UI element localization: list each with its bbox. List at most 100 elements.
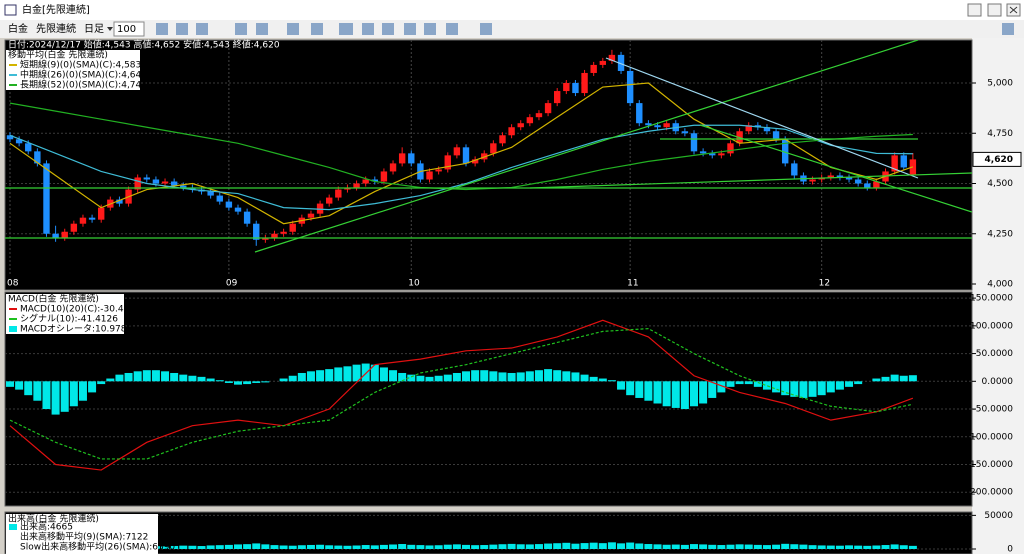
legend-title: MACD(白金 先限連続)	[8, 293, 99, 305]
volume-bar	[297, 545, 306, 549]
histogram-bar	[398, 372, 407, 382]
histogram-bar	[343, 366, 352, 382]
y-tick-label: -150.0000	[967, 460, 1013, 470]
histogram-bar	[635, 381, 644, 398]
y-tick-label: -200.0000	[967, 488, 1013, 498]
histogram-bar	[544, 369, 553, 382]
title-bar	[0, 0, 1024, 20]
candle-body	[6, 135, 14, 140]
histogram-bar	[133, 371, 142, 382]
contract-select[interactable]: 先限連続	[36, 22, 76, 35]
histogram-bar	[124, 372, 133, 382]
volume-bar	[699, 544, 708, 549]
volume-bar	[534, 544, 543, 549]
candle-body	[435, 169, 442, 172]
histogram-bar	[626, 381, 635, 396]
volume-bar	[279, 545, 288, 549]
volume-bar	[507, 543, 516, 549]
histogram-bar	[598, 378, 607, 382]
volume-bar	[562, 542, 571, 549]
candle-body	[499, 135, 506, 144]
histogram-bar	[708, 381, 717, 398]
volume-bar	[379, 544, 388, 549]
candle-body	[462, 147, 470, 164]
series-line	[9, 327, 914, 460]
volume-bar	[817, 545, 826, 549]
series-line	[9, 319, 914, 471]
histogram-bar	[662, 381, 671, 407]
histogram-bar	[106, 378, 115, 382]
candle-body	[791, 163, 798, 176]
histogram-bar	[699, 381, 708, 404]
minimize-button[interactable]	[967, 3, 982, 17]
app-icon	[4, 4, 17, 16]
volume-bar	[234, 544, 242, 549]
volume-bar	[179, 545, 188, 549]
volume-bar	[808, 545, 817, 549]
series-line	[9, 102, 913, 191]
volume-bar	[544, 543, 553, 549]
volume-bar	[443, 544, 452, 549]
candle-body	[471, 159, 479, 164]
histogram-bar	[735, 381, 744, 385]
trend-line	[254, 40, 919, 253]
histogram-bar	[389, 370, 398, 382]
histogram-bar	[462, 371, 470, 382]
histogram-bar	[179, 374, 188, 382]
candle-body	[554, 91, 561, 104]
volume-bar	[908, 545, 917, 549]
histogram-bar	[607, 380, 616, 382]
histogram-bar	[854, 381, 863, 385]
x-tick-label: 09	[226, 279, 238, 289]
candle-body	[490, 143, 497, 154]
histogram-bar	[845, 381, 854, 387]
histogram-bar	[170, 372, 179, 382]
x-tick-label: 10	[408, 279, 420, 289]
volume-bar	[790, 544, 799, 549]
candle-body	[535, 113, 543, 118]
histogram-bar	[78, 381, 87, 401]
histogram-bar	[644, 381, 653, 401]
candle-body	[572, 83, 579, 94]
volume-bar	[781, 543, 790, 549]
histogram-bar	[215, 380, 224, 382]
y-tick-label: 5,000	[987, 79, 1013, 89]
price-plot	[5, 40, 972, 276]
ma-legend	[6, 50, 140, 90]
legend-note: 出来高移動平均(9)(SMA):7122	[20, 531, 148, 543]
volume-bar	[735, 544, 744, 549]
count-input[interactable]	[113, 21, 145, 37]
period-select[interactable]: 日足	[84, 23, 104, 35]
candle-body	[453, 147, 461, 156]
volume-bar	[680, 544, 689, 549]
toolbar-icons[interactable]	[156, 23, 1014, 35]
histogram-bar	[589, 376, 598, 382]
volume-bar	[607, 542, 616, 549]
volume-bar	[252, 543, 261, 549]
candle-body	[718, 153, 725, 156]
histogram-bar	[370, 364, 379, 382]
candle-body	[581, 72, 588, 94]
histogram-bar	[753, 381, 762, 387]
candle-body	[654, 125, 661, 128]
histogram-bar	[161, 371, 170, 382]
histogram-bar	[407, 374, 416, 382]
y-tick-label: 150.0000	[970, 294, 1013, 304]
candle-body	[98, 207, 105, 220]
volume-bar	[316, 544, 325, 549]
symbol-select[interactable]: 白金	[8, 22, 28, 35]
volume-legend	[6, 514, 158, 554]
volume-bar	[626, 542, 635, 549]
candle-body	[371, 179, 378, 182]
candle-body	[262, 237, 269, 240]
histogram-bar	[361, 363, 370, 382]
candle-body	[754, 125, 762, 128]
macd-legend	[6, 294, 124, 334]
volume-bar	[243, 544, 252, 549]
histogram-bar	[744, 381, 753, 385]
candle-body	[326, 197, 333, 204]
maximize-button[interactable]	[987, 3, 1002, 17]
volume-bar	[498, 544, 507, 549]
histogram-bar	[498, 372, 507, 382]
candle-body	[590, 64, 597, 73]
